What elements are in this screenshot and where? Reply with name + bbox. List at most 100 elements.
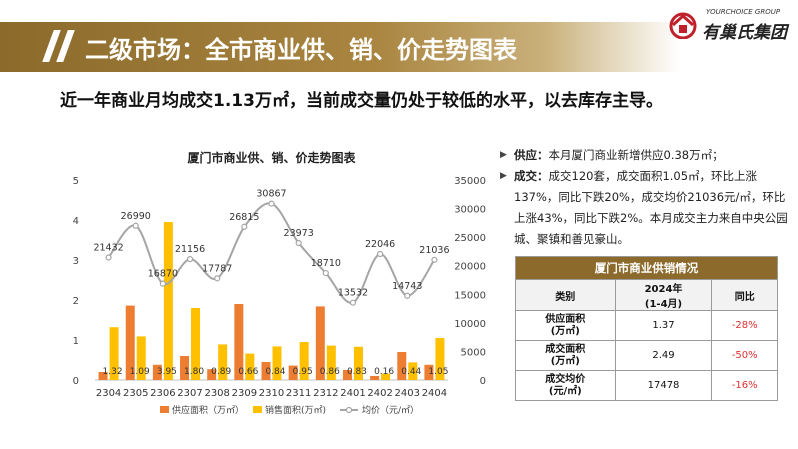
- supply-bar: [315, 306, 325, 380]
- sales-bar: [272, 346, 282, 380]
- legend-sales-swatch: [253, 406, 262, 413]
- supply-bar: [288, 365, 298, 380]
- table-title-row: 厦门市商业供销情况: [515, 256, 778, 280]
- x-tick-label: 2311: [286, 388, 311, 399]
- table-header-row: 类别 2024年 (1-4月) 同比: [515, 279, 778, 311]
- sales-data-label: 0.95: [293, 367, 313, 377]
- supply-bar: [424, 364, 434, 380]
- price-data-label: 30867: [256, 189, 286, 200]
- sales-bar: [435, 338, 445, 380]
- sales-bar: [191, 308, 201, 380]
- sales-bar: [299, 342, 309, 380]
- price-point: [132, 222, 139, 229]
- price-data-label: 14743: [392, 281, 422, 292]
- legend-supply-label: 供应面积（万㎡）: [172, 404, 244, 416]
- price-data-label: 26815: [229, 212, 259, 223]
- page-title: 二级市场：全市商业供、销、价走势图表: [85, 36, 517, 64]
- price-data-label: 21432: [93, 243, 123, 254]
- supply-bar: [180, 356, 190, 380]
- sales-data-label: 1.80: [184, 367, 204, 377]
- price-point: [322, 269, 329, 277]
- price-supply-sales-chart: 厦门市商业供、销、价走势图表 0 1 2 3 4 5 0 5000 10000 15000 20000…: [73, 150, 486, 416]
- sales-data-label: 0.66: [238, 367, 258, 377]
- bullet-text: 本月厦门商业新增供应0.38万㎡；: [548, 148, 724, 162]
- sales-bar: [218, 344, 228, 380]
- x-tick-label: 2304: [96, 388, 121, 399]
- x-tick-label: 2307: [177, 388, 202, 399]
- price-point: [295, 239, 302, 247]
- logo-mark-icon: [669, 12, 697, 39]
- supply-bar: [152, 364, 162, 380]
- sales-data-label: 0.83: [347, 367, 367, 377]
- y-left-tick-label: 1: [73, 336, 79, 347]
- supply-bar: [125, 305, 135, 380]
- sales-data-label: 3.95: [157, 367, 177, 377]
- x-tick-label: 2312: [313, 388, 338, 399]
- row-yoy: -28%: [711, 310, 778, 341]
- x-tick-label: 2309: [232, 388, 257, 399]
- row-category-unit: (元/㎡): [548, 385, 582, 397]
- y-right-tick-label: 30000: [454, 205, 486, 216]
- y-left-tick-label: 5: [73, 176, 79, 187]
- sales-data-label: 1.32: [103, 367, 123, 377]
- price-point: [268, 200, 275, 207]
- sales-data-label: 0.89: [211, 367, 231, 377]
- x-tick-label: 2306: [150, 388, 175, 399]
- y-left-tick-label: 0: [73, 376, 79, 387]
- y-right-tick-label: 25000: [454, 233, 486, 244]
- row-value: 2.49: [614, 340, 713, 371]
- row-category: 成交面积 (万㎡): [515, 340, 616, 371]
- sales-bar: [326, 345, 336, 380]
- price-data-label: 22046: [365, 239, 395, 250]
- sales-bar: [245, 353, 255, 380]
- legend-sales-label: 销售面积(万㎡): [265, 404, 326, 416]
- sales-bar: [109, 327, 119, 380]
- sales-bar: [353, 346, 363, 380]
- price-point: [349, 299, 357, 306]
- bullet-label: 成交：: [514, 169, 549, 183]
- price-data-label: 13532: [338, 288, 368, 299]
- supply-bar: [342, 370, 352, 380]
- y-left-tick-label: 3: [73, 256, 79, 267]
- row-yoy: -50%: [711, 340, 778, 371]
- bullet-label: 供应：: [514, 148, 549, 162]
- bullet-triangle-icon: ▶: [500, 150, 507, 160]
- company-logo: YOURCHOICE GROUP 有巢氏集团: [666, 6, 796, 46]
- row-category-name: 成交面积: [545, 343, 586, 355]
- row-value: 1.37: [614, 310, 713, 341]
- sales-data-label: 1.09: [130, 367, 150, 377]
- header-period-line2: (1-4月): [644, 299, 683, 310]
- row-category-unit: (万㎡): [550, 325, 580, 337]
- header-yoy: 同比: [711, 279, 778, 311]
- sales-bar: [163, 222, 173, 380]
- price-data-label: 18710: [311, 258, 341, 269]
- price-data-label: 23973: [284, 228, 314, 239]
- price-data-label: 26990: [121, 211, 151, 222]
- logo-chinese-name: 有巢氏集团: [702, 23, 787, 43]
- supply-bar: [370, 376, 380, 380]
- bullet-supply: ▶ 供应：本月厦门商业新增供应0.38万㎡；: [500, 145, 790, 166]
- logo-english-name: YOURCHOICE GROUP: [706, 8, 781, 16]
- header-category: 类别: [515, 279, 616, 311]
- x-tick-label: 2404: [422, 388, 447, 399]
- y-right-tick-label: 5000: [461, 347, 486, 358]
- headline: 近一年商业月均成交1.13万㎡，当前成交量仍处于较低的水平，以去库存主导。: [60, 91, 663, 111]
- header-period: 2024年 (1-4月): [614, 279, 713, 311]
- price-point: [377, 250, 384, 258]
- x-tick-label: 2401: [340, 388, 365, 399]
- legend-supply-swatch: [160, 406, 169, 413]
- y-left-tick-label: 2: [73, 296, 79, 307]
- chart-title: 厦门市商业供、销、价走势图表: [187, 150, 356, 165]
- x-tick-label: 2308: [204, 388, 229, 399]
- bullet-triangle-icon: ▶: [500, 171, 507, 181]
- table-row: 成交均价 (元/㎡) 17478 -16%: [515, 370, 778, 401]
- sales-data-label: 0.86: [320, 367, 340, 377]
- price-point: [431, 256, 438, 263]
- supply-bar: [261, 362, 271, 380]
- y-right-tick-label: 10000: [454, 319, 486, 330]
- price-data-label: 17787: [202, 263, 232, 274]
- row-category-name: 供应面积: [545, 313, 586, 325]
- price-point: [241, 223, 248, 230]
- row-category: 成交均价 (元/㎡): [515, 370, 616, 401]
- y-right-tick-label: 0: [480, 376, 486, 387]
